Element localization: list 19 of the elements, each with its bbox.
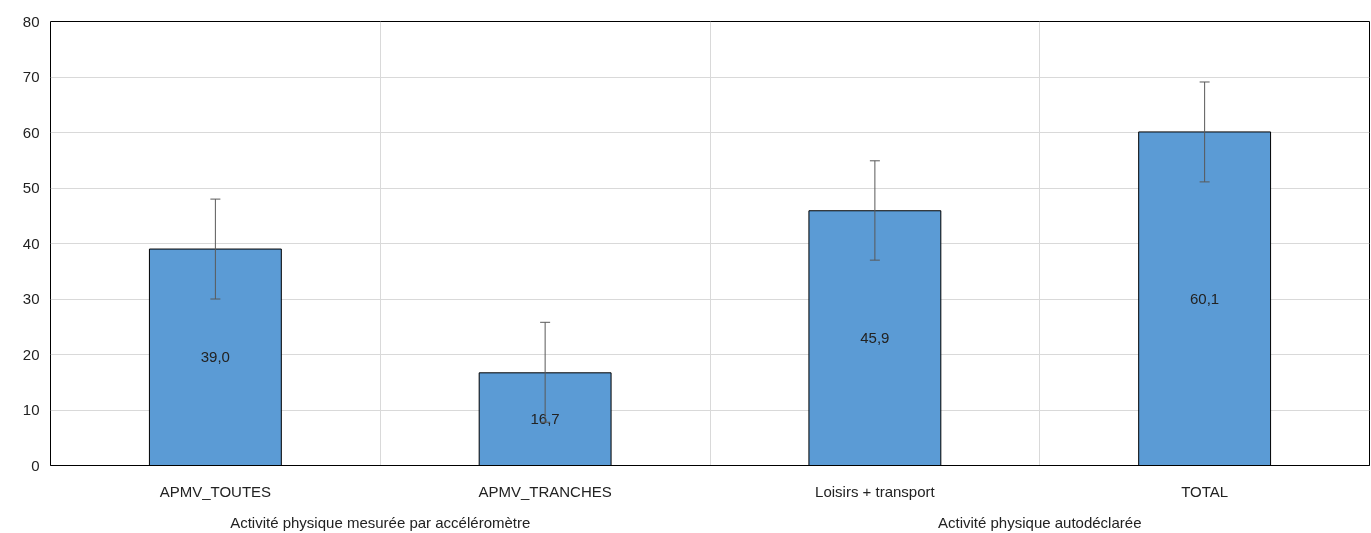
x-tick-label: APMV_TOUTES — [159, 482, 272, 500]
data-label: 16,7 — [530, 410, 560, 428]
y-tick-label: 30 — [22, 290, 40, 307]
x-tick-label: Loisirs + transport — [815, 482, 936, 500]
y-tick-label: 20 — [22, 345, 40, 363]
y-tick-label: 0 — [31, 456, 40, 474]
x-tick-label: APMV_TRANCHES — [478, 482, 612, 500]
data-label: 45,9 — [860, 329, 890, 347]
data-label: 39,0 — [200, 348, 230, 366]
y-tick-label: 50 — [22, 179, 40, 196]
y-tick-label: 60 — [22, 123, 40, 141]
y-tick-label: 80 — [22, 12, 40, 30]
data-label: 60,1 — [1190, 289, 1220, 307]
y-tick-label: 70 — [22, 68, 40, 85]
y-tick-label: 40 — [22, 234, 40, 252]
x-tick-label: TOTAL — [1181, 482, 1229, 500]
y-tick-label: 10 — [22, 401, 40, 418]
text: Activité physique mesurée par accéléromètre — [230, 513, 531, 531]
text: Activité physique autodéclarée — [938, 513, 1142, 531]
